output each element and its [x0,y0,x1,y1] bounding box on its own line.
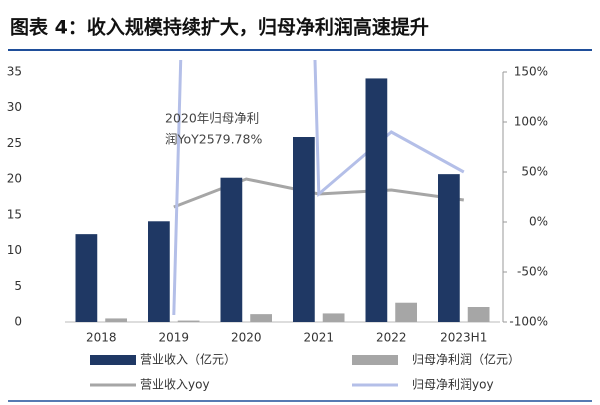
bar [177,320,200,322]
x-tick-label: 2021 [303,331,334,345]
y-tick-label: 35 [7,65,22,79]
bar [322,313,345,322]
y-tick-label: 5 [14,279,22,293]
y2-tick-label: -50% [517,265,548,279]
bar [395,302,417,322]
y-tick-label: 15 [7,207,22,221]
legend-label: 归母净利润（亿元） [412,352,520,367]
y-tick-label: 25 [7,136,22,150]
line-layer [172,60,465,316]
legend-swatch [352,355,398,365]
x-tick-label: 2020 [231,331,262,345]
annotation: 2020年归母净利 [165,111,259,126]
bar [105,318,127,322]
chart-title: 图表 4：收入规模持续扩大，归母净利润高速提升 [10,16,429,39]
bar [467,307,490,322]
x-tick-label: 2022 [376,331,407,345]
y2-tick-label: 100% [514,115,548,129]
x-tick-label: 2019 [158,331,189,345]
y2-tick-label: -100% [509,315,548,329]
bar [220,177,243,322]
y2-tick-label: 0% [529,215,548,229]
legend-swatch [90,355,136,365]
y2-tick-label: 150% [514,65,548,79]
legend-label: 营业收入（亿元） [140,352,236,367]
x-tick-label: 2023H1 [440,331,487,345]
bar [75,234,98,322]
bar [148,221,170,322]
annotation: 润YoY2579.78% [165,132,262,147]
bar [438,174,460,322]
y-tick-label: 0 [14,315,22,329]
x-tick-label: 2018 [86,331,117,345]
bar [293,137,315,322]
legend-label: 归母净利润yoy [412,378,494,392]
line [172,60,465,316]
bar [365,78,388,322]
legend-label: 营业收入yoy [140,378,210,392]
y-tick-label: 30 [7,100,22,114]
y-tick-label: 20 [7,172,22,186]
y2-tick-label: 50% [521,165,548,179]
y-tick-label: 10 [7,243,22,257]
bar [250,314,272,322]
